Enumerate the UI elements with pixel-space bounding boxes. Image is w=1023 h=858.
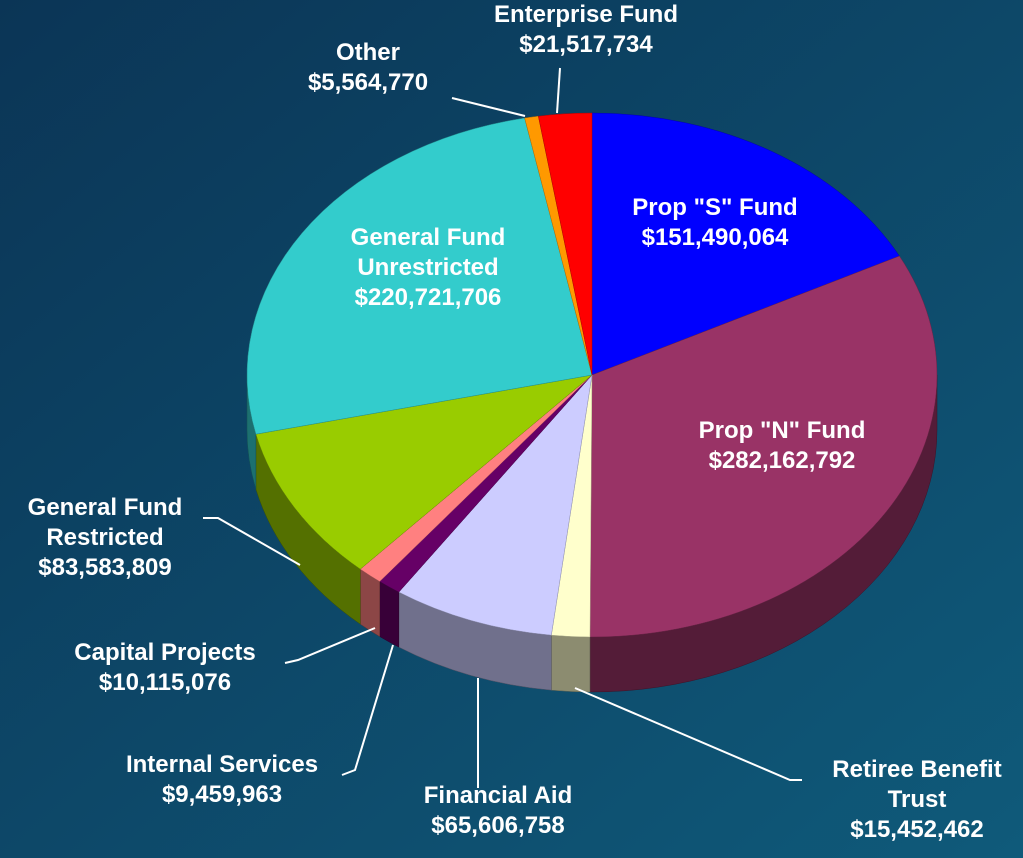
value-label: $5,564,770 bbox=[308, 69, 428, 96]
slice-label: Internal Services bbox=[126, 751, 318, 778]
value-label: $282,162,792 bbox=[709, 447, 856, 474]
pie-tops bbox=[246, 112, 938, 638]
slice bbox=[538, 112, 593, 376]
value-label: $10,115,076 bbox=[99, 669, 231, 696]
slice-label: General Fund Restricted bbox=[28, 494, 183, 551]
slice-label: Retiree Benefit Trust bbox=[832, 756, 1001, 813]
slice-label: Prop "S" Fund bbox=[632, 194, 797, 221]
value-label: $151,490,064 bbox=[642, 224, 789, 251]
value-label: $15,452,462 bbox=[850, 816, 983, 843]
leader-line bbox=[556, 67, 561, 114]
value-label: $21,517,734 bbox=[519, 31, 653, 58]
value-label: $220,721,706 bbox=[355, 284, 502, 311]
leader-line bbox=[341, 644, 394, 776]
slice bbox=[398, 374, 593, 636]
slice-side bbox=[551, 634, 591, 693]
slice bbox=[589, 255, 938, 638]
value-label: $65,606,758 bbox=[431, 812, 564, 839]
labels: Prop "S" Fund $151,490,064 Prop "N" Fund $2… bbox=[28, 1, 1002, 843]
value-label: $9,459,963 bbox=[162, 781, 282, 808]
slice-label: General Fund Unrestricted bbox=[351, 224, 506, 281]
slice bbox=[255, 374, 593, 570]
leader-line bbox=[574, 687, 802, 781]
pie-sides bbox=[246, 374, 938, 693]
leader-line bbox=[284, 627, 376, 664]
slice-label: Prop "N" Fund bbox=[699, 417, 866, 444]
slice-label: Other bbox=[336, 39, 400, 66]
slice-label: Enterprise Fund bbox=[494, 1, 678, 28]
slice-side bbox=[379, 581, 400, 648]
slice-label: Capital Projects bbox=[74, 639, 255, 666]
slice bbox=[246, 117, 593, 435]
slice bbox=[591, 112, 900, 376]
value-label: $83,583,809 bbox=[38, 554, 171, 581]
slice-label: Financial Aid bbox=[424, 782, 572, 809]
leader-line bbox=[203, 517, 301, 566]
leader-line bbox=[451, 97, 526, 117]
